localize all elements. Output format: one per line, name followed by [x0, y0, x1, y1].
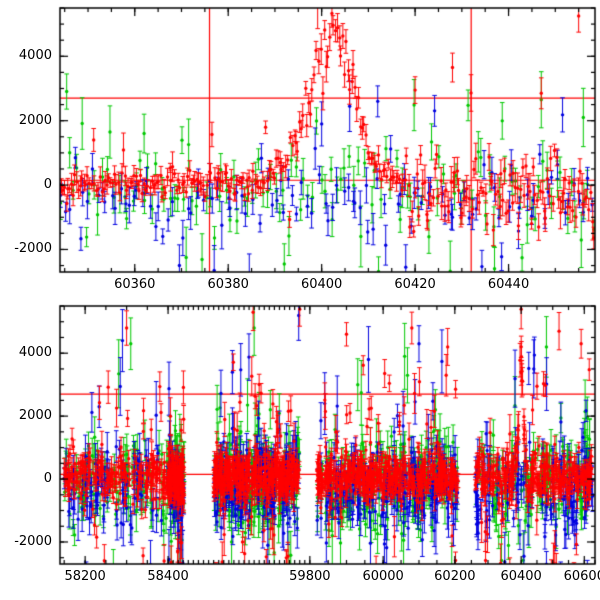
bottom-panel-canvas: [0, 300, 600, 600]
x-tick-label: 60600: [563, 569, 600, 584]
x-tick-label: 58200: [64, 569, 106, 584]
x-tick-label: 60420: [394, 277, 436, 292]
x-tick-label: 60400: [500, 569, 542, 584]
x-tick-label: 60360: [114, 277, 156, 292]
x-tick-label: 60440: [487, 277, 530, 292]
y-tick-label: 2000: [18, 112, 52, 128]
x-tick-label: 60380: [207, 277, 249, 292]
top-panel-canvas: [0, 0, 600, 300]
y-tick-label: -2000: [14, 241, 52, 257]
x-tick-label: 59800: [289, 569, 331, 584]
x-tick-label: 58400: [147, 569, 189, 584]
x-tick-label: 60000: [362, 569, 404, 584]
y-tick-label: 0: [43, 471, 52, 487]
y-tick-label: 4000: [18, 48, 52, 64]
top-panel: 60360 60380 60400 60420 60440 -2000 0 2000 4000: [0, 0, 600, 300]
bottom-panel: 58200 58400 59800 60000 60200 60400 60600 -2000…: [0, 300, 600, 600]
y-tick-label: 0: [43, 177, 52, 193]
x-tick-label: 60200: [434, 569, 476, 584]
y-tick-label: 2000: [18, 408, 52, 424]
x-tick-label: 60400: [300, 277, 343, 292]
y-tick-label: -2000: [14, 533, 52, 549]
y-tick-label: 4000: [18, 345, 52, 361]
